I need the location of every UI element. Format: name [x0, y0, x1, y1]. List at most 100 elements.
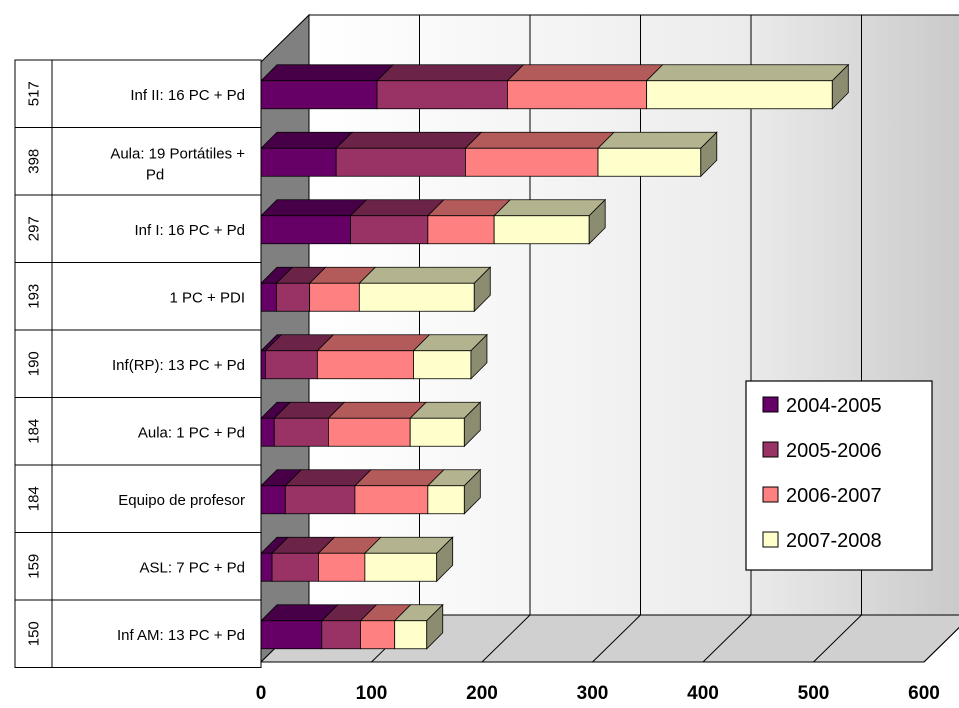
category-label-inf-am-13-pc-pd: Inf AM: 13 PC + Pd: [117, 627, 245, 644]
bar-aula-19-port-tiles-pd-2007-2008-side: [700, 131, 718, 178]
chart-legend: 2004-2005 2005-2006 2006-2007 2007-2008: [745, 380, 933, 571]
x-tick-600: 600: [908, 683, 940, 704]
bar-inf-ii-16-pc-pd-2007-2008: [646, 80, 833, 110]
bar-inf-i-16-pc-pd-2004-2005: [260, 215, 351, 245]
bar-inf-am-13-pc-pd-2007-2008-side: [426, 603, 444, 650]
table-frame: [14, 59, 262, 668]
bar-aula-19-port-tiles-pd-2006-2007: [465, 147, 599, 177]
bar-aula-1-pc-pd-2007-2008: [409, 417, 465, 447]
bar-inf-rp-13-pc-pd-2007-2008: [413, 350, 472, 380]
category-label-aula-1-pc-pd: Aula: 1 PC + Pd: [138, 424, 245, 441]
legend-swatch-2005-2006: [762, 441, 779, 458]
bar-inf-rp-13-pc-pd-2006-2007: [316, 350, 414, 380]
bar-inf-am-13-pc-pd-2004-2005: [260, 620, 323, 650]
category-total-aula-1-pc-pd: 184: [26, 419, 43, 444]
category-label-inf-i-16-pc-pd: Inf I: 16 PC + Pd: [135, 222, 245, 239]
legend-swatch-2007-2008: [762, 531, 779, 548]
legend-label-2005-2006: 2005-2006: [786, 440, 882, 462]
category-label-inf-ii-16-pc-pd: Inf II: 16 PC + Pd: [130, 87, 245, 104]
bar-aula-1-pc-pd-2006-2007: [328, 417, 411, 447]
bar-inf-ii-16-pc-pd-2007-2008-top: [645, 64, 850, 82]
category-label-aula-19-port-tiles-pd-line2: Pd: [146, 166, 164, 183]
x-tick-200: 200: [466, 683, 498, 704]
bar-aula-19-port-tiles-pd-2005-2006-top: [335, 131, 483, 149]
legend-label-2007-2008: 2007-2008: [786, 530, 882, 552]
bar-inf-ii-16-pc-pd-2004-2005: [260, 80, 378, 110]
bar-asl-7-pc-pd-2005-2006: [271, 552, 319, 582]
bar-asl-7-pc-pd-2007-2008-side: [436, 536, 454, 583]
x-tick-100: 100: [356, 683, 388, 704]
bar-inf-ii-16-pc-pd-2005-2006: [376, 80, 508, 110]
category-total-inf-rp-13-pc-pd: 190: [26, 351, 43, 376]
bar-aula-19-port-tiles-pd-2006-2007-top: [464, 131, 615, 149]
bar-equipo-de-profesor-2007-2008: [427, 485, 465, 515]
bar-inf-rp-13-pc-pd-2005-2006: [265, 350, 318, 380]
bar-inf-ii-16-pc-pd-2005-2006-top: [376, 64, 525, 82]
bar-aula-1-pc-pd-2006-2007-top: [327, 401, 428, 419]
bar-1-pc-pdi-2007-2008-top: [358, 266, 492, 284]
bar-equipo-de-profesor-2004-2005: [260, 485, 286, 515]
x-tick-500: 500: [798, 683, 830, 704]
bar-1-pc-pdi-2007-2008-side: [473, 266, 491, 313]
legend-swatch-2006-2007: [762, 486, 779, 503]
bar-inf-i-16-pc-pd-2007-2008: [493, 215, 590, 245]
bar-1-pc-pdi-2006-2007: [309, 282, 360, 312]
x-tick-300: 300: [577, 683, 609, 704]
floor-gridline-300: [592, 614, 641, 663]
legend-swatch-2004-2005: [762, 396, 779, 413]
chart-bars: [260, 63, 850, 650]
x-tick-400: 400: [687, 683, 719, 704]
bar-inf-ii-16-pc-pd-2006-2007: [507, 80, 648, 110]
bar-inf-rp-13-pc-pd-2004-2005: [260, 350, 266, 380]
floor-gridline-500: [813, 614, 862, 663]
category-label-equipo-de-profesor: Equipo de profesor: [118, 492, 245, 509]
category-total-aula-19-port-tiles-pd: 398: [26, 149, 43, 174]
category-table: 517 Inf II: 16 PC + Pd 398 Aula: 19 Portáti…: [14, 59, 262, 668]
category-total-inf-am-13-pc-pd: 150: [26, 621, 43, 646]
bar-inf-i-16-pc-pd-2007-2008-side: [588, 198, 606, 245]
floor-gridline-400: [702, 614, 752, 663]
category-label-aula-19-port-tiles-pd: Aula: 19 Portátiles +: [110, 145, 245, 162]
bar-inf-rp-13-pc-pd-2007-2008-side: [470, 333, 488, 380]
bar-inf-am-13-pc-pd-2006-2007: [360, 620, 396, 650]
bar-aula-19-port-tiles-pd-2004-2005: [260, 147, 337, 177]
floor-gridline-600: [923, 627, 959, 663]
bar-aula-19-port-tiles-pd-2007-2008-top: [597, 131, 718, 149]
bar-aula-1-pc-pd-2004-2005: [260, 417, 275, 447]
bar-inf-am-13-pc-pd-2005-2006: [321, 620, 361, 650]
legend-label-2006-2007: 2006-2007: [786, 485, 882, 507]
bar-inf-ii-16-pc-pd-2007-2008-side: [831, 63, 849, 110]
bar-inf-ii-16-pc-pd-2004-2005-top: [260, 64, 394, 82]
bar-equipo-de-profesor-2006-2007: [354, 485, 429, 515]
category-total-asl-7-pc-pd: 159: [26, 554, 43, 579]
bar-inf-i-16-pc-pd-2006-2007: [427, 215, 495, 245]
category-label-1-pc-pdi: 1 PC + PDI: [170, 289, 245, 306]
bar-inf-ii-16-pc-pd-2006-2007-top: [506, 64, 664, 82]
bar-1-pc-pdi-2005-2006: [276, 282, 311, 312]
bar-asl-7-pc-pd-2006-2007: [318, 552, 366, 582]
category-label-inf-rp-13-pc-pd: Inf(RP): 13 PC + Pd: [112, 357, 245, 374]
bar-inf-i-16-pc-pd-2004-2005-top: [260, 199, 368, 217]
bar-1-pc-pdi-2007-2008: [358, 282, 475, 312]
bar-asl-7-pc-pd-2004-2005: [260, 552, 273, 582]
category-total-equipo-de-profesor: 184: [26, 486, 43, 511]
bar-aula-19-port-tiles-pd-2005-2006: [335, 147, 466, 177]
legend-label-2004-2005: 2004-2005: [786, 395, 882, 417]
category-total-inf-ii-16-pc-pd: 517: [26, 81, 43, 106]
bar-aula-1-pc-pd-2005-2006: [273, 417, 329, 447]
bar-aula-1-pc-pd-2007-2008-side: [463, 401, 481, 448]
bar-inf-i-16-pc-pd-2007-2008-top: [493, 199, 607, 217]
x-axis-ticks: 0 100 200 300 400 500 600: [256, 683, 940, 704]
bar-equipo-de-profesor-2005-2006: [284, 485, 356, 515]
category-total-1-pc-pdi: 193: [26, 284, 43, 309]
bar-inf-i-16-pc-pd-2005-2006: [350, 215, 429, 245]
x-tick-0: 0: [256, 683, 267, 704]
bar-inf-rp-13-pc-pd-2006-2007-top: [316, 334, 431, 352]
bar-inf-am-13-pc-pd-2007-2008: [394, 620, 428, 650]
bar-1-pc-pdi-2004-2005: [260, 282, 277, 312]
category-label-asl-7-pc-pd: ASL: 7 PC + Pd: [140, 559, 245, 576]
floor-gridline-200: [481, 614, 531, 663]
category-total-inf-i-16-pc-pd: 297: [26, 216, 43, 241]
bar-aula-19-port-tiles-pd-2007-2008: [597, 147, 702, 177]
